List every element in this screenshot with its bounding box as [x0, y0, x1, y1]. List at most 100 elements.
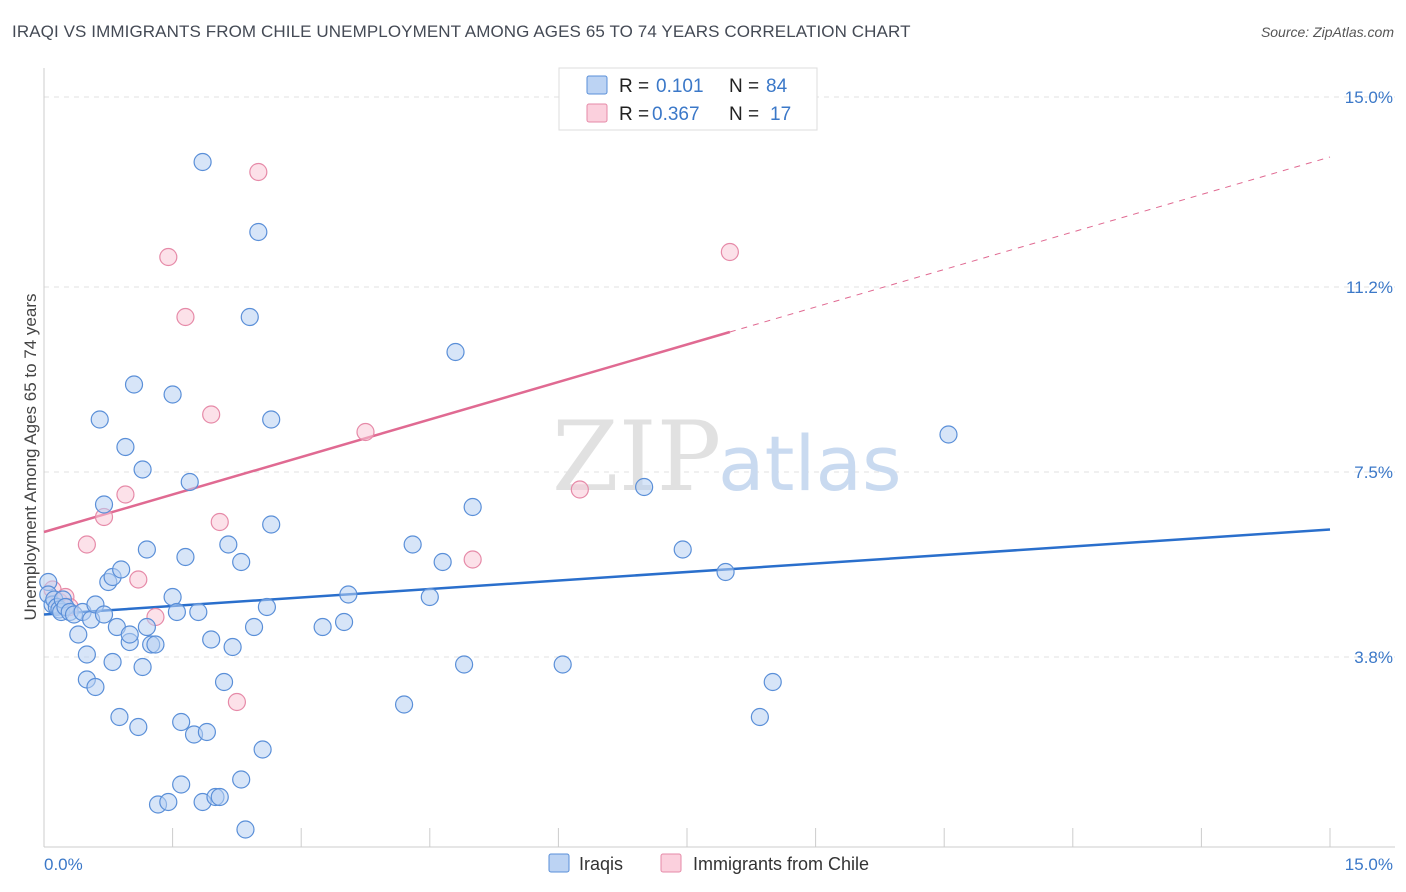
legend-n-value-iraqis: 84 — [766, 76, 788, 97]
point-iraqis-43 — [172, 775, 191, 794]
point-iraqis-62 — [244, 617, 264, 637]
point-iraqis-70 — [339, 585, 358, 604]
point-iraqis-11 — [69, 625, 88, 644]
point-iraqis-83 — [763, 672, 782, 692]
point-iraqis-72 — [403, 535, 422, 554]
y-axis-label: Unemployment Among Ages 65 to 74 years — [21, 294, 40, 621]
x-tick-labels: 0.0% 15.0% — [44, 855, 1393, 874]
point-iraqis-57 — [223, 637, 242, 657]
point-iraqis-61 — [240, 307, 259, 327]
legend-r-value-chile: 0.367 — [652, 104, 700, 125]
point-iraqis-66 — [262, 515, 281, 534]
point-iraqis-71 — [394, 695, 414, 714]
correlation-legend: R = 0.101 N = 84 R = 0.367 N = 17 — [558, 67, 818, 131]
point-iraqis-74 — [433, 552, 452, 572]
point-iraqis-79 — [635, 477, 654, 497]
point-iraqis-45 — [176, 547, 195, 567]
bottom-legend-label-iraqis: Iraqis — [579, 854, 623, 874]
point-chile-14 — [249, 162, 268, 182]
point-iraqis-19 — [94, 495, 114, 514]
trend-line-iraqis — [43, 528, 1331, 616]
legend-r-label-iraqis: R = — [619, 76, 649, 97]
point-iraqis-40 — [163, 385, 182, 404]
legend-swatch-chile — [586, 103, 608, 123]
point-iraqis-42 — [167, 602, 186, 622]
watermark: ZIP atlas — [552, 401, 902, 513]
point-iraqis-32 — [133, 460, 152, 479]
chart-title: IRAQI VS IMMIGRANTS FROM CHILE UNEMPLOYM… — [12, 22, 911, 41]
point-iraqis-25 — [110, 707, 129, 727]
series-chile-points — [43, 162, 739, 712]
series-iraqis-points — [39, 152, 958, 839]
legend-n-value-chile: 17 — [770, 104, 791, 125]
point-iraqis-39 — [159, 792, 178, 812]
point-chile-13 — [227, 692, 246, 712]
point-iraqis-58 — [232, 552, 251, 572]
point-iraqis-69 — [334, 612, 354, 632]
point-iraqis-29 — [120, 625, 139, 644]
point-iraqis-31 — [129, 717, 148, 737]
point-iraqis-76 — [454, 655, 474, 674]
point-iraqis-68 — [313, 617, 332, 637]
point-iraqis-56 — [219, 535, 238, 554]
point-iraqis-63 — [249, 222, 268, 242]
point-iraqis-55 — [214, 672, 234, 692]
point-iraqis-35 — [137, 540, 156, 559]
point-iraqis-20 — [94, 605, 114, 624]
point-iraqis-34 — [137, 617, 156, 637]
point-iraqis-54 — [210, 787, 229, 807]
legend-n-label-chile: N = — [729, 104, 759, 125]
point-iraqis-30 — [124, 375, 144, 394]
point-chile-12 — [210, 512, 229, 532]
y-tick-label-0: 3.8% — [1354, 648, 1393, 667]
trend-lines — [43, 156, 1331, 616]
point-iraqis-75 — [446, 342, 465, 362]
point-iraqis-23 — [103, 652, 122, 672]
point-chile-4 — [77, 535, 96, 554]
point-chile-10 — [176, 307, 195, 327]
point-chile-11 — [202, 405, 221, 424]
legend-swatch-iraqis — [586, 75, 608, 95]
point-iraqis-59 — [232, 770, 251, 789]
point-iraqis-84 — [939, 425, 958, 444]
y-tick-labels: 3.8% 7.5% 11.2% 15.0% — [1345, 88, 1393, 667]
point-iraqis-44 — [172, 712, 191, 732]
point-iraqis-78 — [553, 655, 572, 674]
point-chile-17 — [570, 480, 589, 499]
x-tick-label-0: 0.0% — [44, 855, 83, 874]
point-chile-16 — [463, 550, 482, 569]
point-iraqis-81 — [716, 562, 735, 582]
trend-line-chile-extension — [729, 156, 1331, 333]
bottom-legend-swatch-iraqis — [548, 853, 570, 873]
point-iraqis-48 — [189, 602, 208, 622]
series-legend: Iraqis Immigrants from Chile — [548, 853, 869, 874]
point-iraqis-73 — [420, 587, 439, 607]
point-iraqis-60 — [236, 820, 255, 839]
point-iraqis-64 — [253, 740, 272, 759]
y-tick-label-2: 11.2% — [1346, 278, 1393, 297]
point-iraqis-80 — [673, 540, 692, 559]
axes — [43, 68, 1395, 848]
point-iraqis-52 — [202, 630, 221, 649]
trend-line-chile — [43, 330, 731, 534]
point-iraqis-33 — [133, 657, 152, 677]
point-chile-9 — [159, 247, 178, 267]
point-iraqis-17 — [86, 677, 105, 697]
point-iraqis-41 — [163, 587, 182, 607]
source-credit: Source: ZipAtlas.com — [1260, 24, 1394, 40]
point-iraqis-82 — [750, 707, 769, 727]
point-chile-6 — [116, 485, 135, 504]
point-iraqis-26 — [112, 560, 131, 579]
point-iraqis-37 — [146, 635, 165, 654]
point-chile-18 — [720, 242, 739, 262]
point-iraqis-65 — [257, 597, 277, 617]
point-iraqis-13 — [77, 645, 96, 664]
legend-r-label-chile: R = — [619, 104, 649, 125]
point-iraqis-18 — [90, 410, 109, 429]
point-iraqis-77 — [463, 497, 482, 517]
point-chile-7 — [129, 570, 148, 589]
legend-n-label-iraqis: N = — [729, 76, 759, 97]
y-tick-label-3: 15.0% — [1345, 88, 1393, 107]
y-tick-label-1: 7.5% — [1354, 463, 1393, 482]
